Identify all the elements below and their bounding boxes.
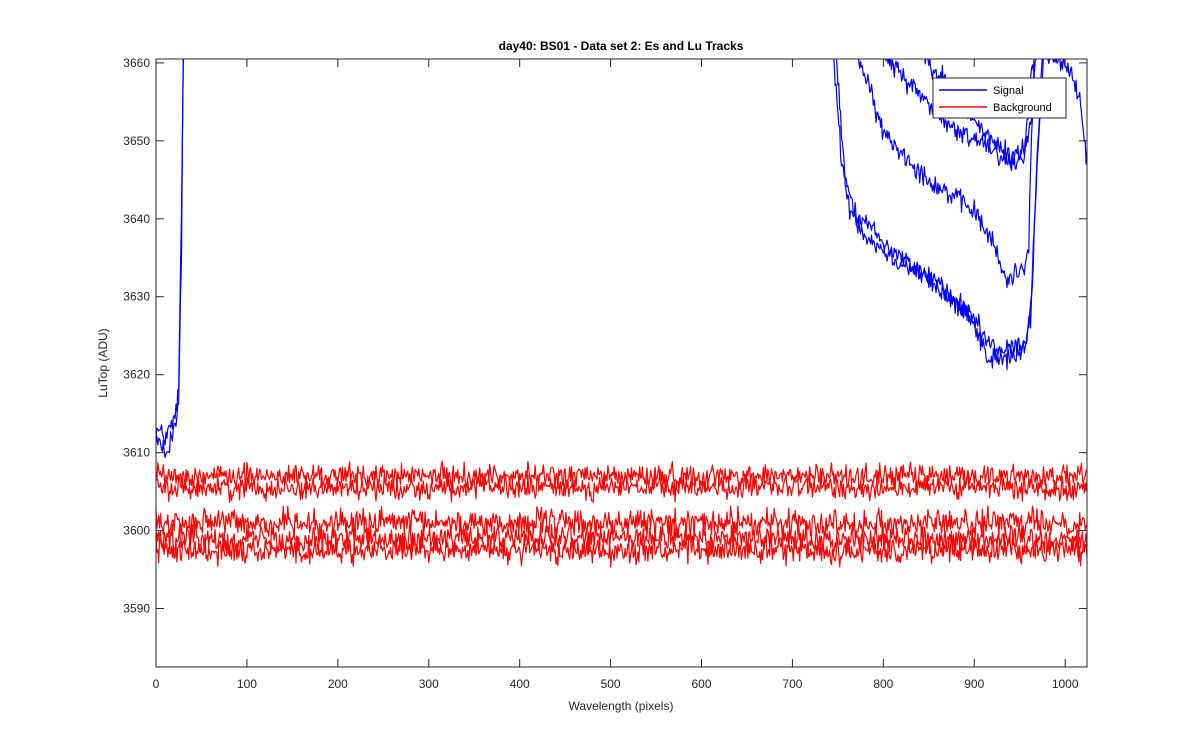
background-line-6 [156, 460, 1087, 492]
x-tick-label: 600 [691, 677, 711, 691]
background-line-9 [156, 520, 1087, 558]
y-tick-label: 3590 [123, 602, 150, 616]
background-line-10 [156, 531, 1087, 568]
legend: Signal Background [932, 77, 1067, 119]
x-tick-label: 0 [153, 677, 160, 691]
signal-line-1 [156, 59, 184, 458]
y-tick-label: 3640 [123, 212, 150, 226]
background-line-7 [156, 470, 1087, 503]
signal-line-0 [833, 59, 1043, 358]
x-tick-label: 200 [328, 677, 348, 691]
x-tick-label: 800 [873, 677, 893, 691]
y-axis-label: LuTop (ADU) [96, 328, 110, 397]
axes-box [155, 58, 1088, 668]
chart-title: day40: BS01 - Data set 2: Es and Lu Trac… [499, 39, 744, 53]
background-line-8 [156, 505, 1087, 543]
x-tick-label: 100 [237, 677, 257, 691]
signal-line-4 [924, 59, 1037, 169]
legend-box [932, 77, 1067, 119]
plot-area [156, 59, 1087, 667]
x-tick-label: 900 [964, 677, 984, 691]
x-tick-label: 700 [782, 677, 802, 691]
signal-line-2 [858, 59, 1035, 289]
x-tick-label: 300 [419, 677, 439, 691]
y-tick-label: 3620 [123, 368, 150, 382]
x-tick-label: 500 [601, 677, 621, 691]
legend-label-signal: Signal [993, 85, 1024, 97]
series-layer [156, 59, 1087, 568]
x-axis-label: Wavelength (pixels) [569, 699, 674, 713]
y-ticks: 3590 3600 3610 3620 3630 3640 3650 3660 [123, 56, 1087, 616]
y-tick-label: 3610 [123, 446, 150, 460]
x-tick-label: 400 [510, 677, 530, 691]
signal-line-5 [1046, 59, 1087, 165]
signal-line-1 [835, 59, 1044, 371]
y-tick-label: 3650 [123, 134, 150, 148]
x-tick-label: 1000 [1052, 677, 1079, 691]
y-tick-label: 3630 [123, 290, 150, 304]
y-tick-label: 3660 [123, 56, 150, 70]
x-ticks: 0 100 200 300 400 500 600 700 800 900 1000 [153, 59, 1079, 691]
y-tick-label: 3600 [123, 524, 150, 538]
legend-label-background: Background [993, 102, 1052, 114]
